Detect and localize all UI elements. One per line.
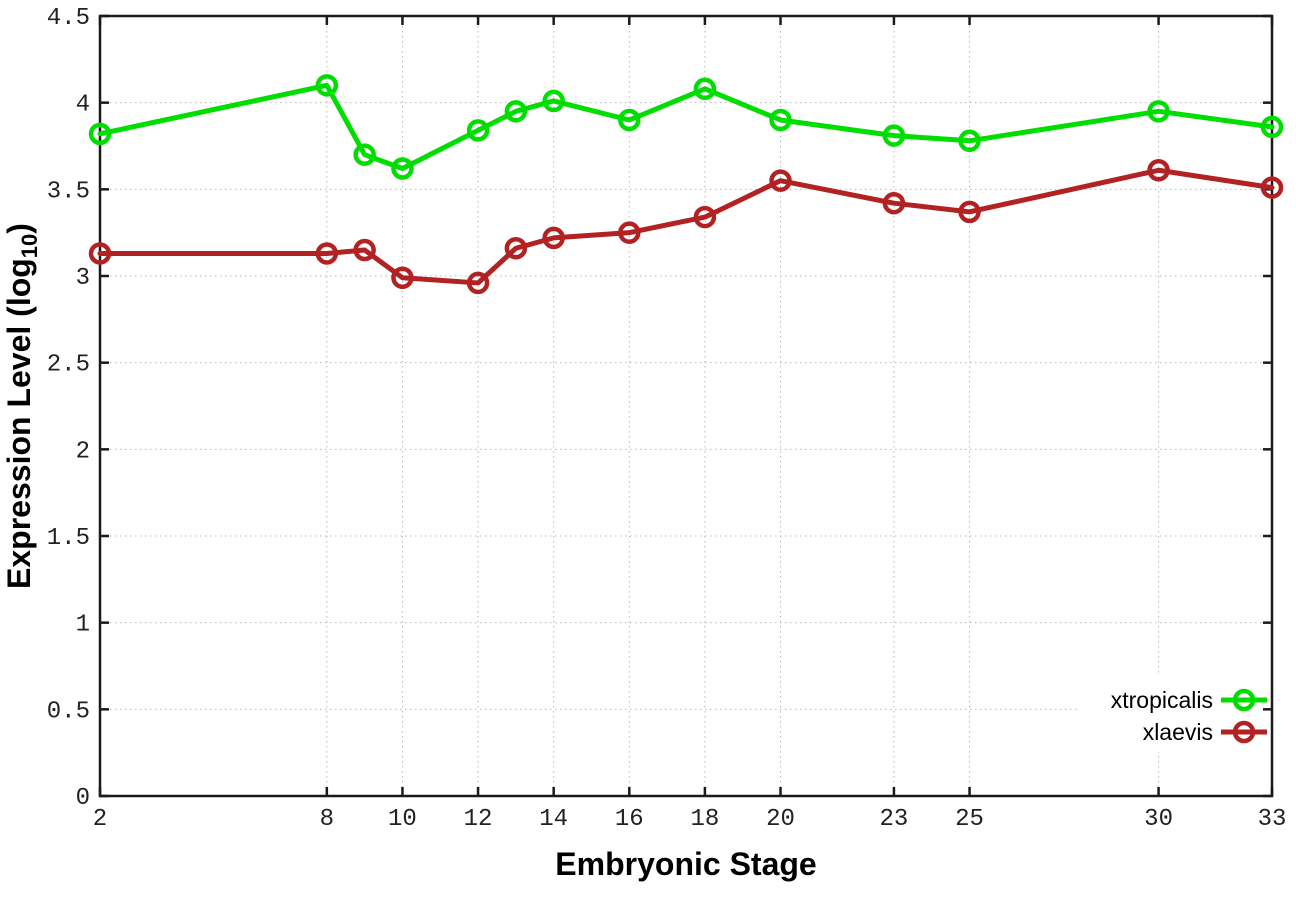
data-point-xtropicalis bbox=[353, 143, 376, 166]
y-axis-title-subscript: 10 bbox=[17, 233, 43, 259]
data-point-xtropicalis bbox=[542, 89, 565, 113]
x-tick-label: 23 bbox=[880, 806, 909, 833]
data-point-xlaevis bbox=[466, 271, 490, 295]
data-point-xtropicalis bbox=[1260, 115, 1284, 139]
tick-labels: 2 8 10 12 14 16 18 20 23 25 30 33 0 0.5 1 1.5 2 2.5 3 3.5 4 4… bbox=[47, 5, 1287, 833]
x-tick-label: 12 bbox=[464, 806, 493, 833]
data-point-xlaevis bbox=[769, 169, 792, 192]
data-point-xlaevis bbox=[618, 221, 641, 244]
x-tick-label: 16 bbox=[615, 806, 644, 833]
data-point-xlaevis bbox=[1260, 176, 1284, 199]
plot-border bbox=[98, 14, 1274, 798]
x-tick-label: 10 bbox=[388, 806, 417, 833]
data-point-xtropicalis bbox=[466, 119, 490, 142]
x-tick-label: 33 bbox=[1258, 806, 1287, 833]
y-tick-label: 1 bbox=[76, 612, 90, 639]
data-point-xlaevis bbox=[882, 191, 906, 215]
y-tick-label: 3.5 bbox=[47, 178, 90, 205]
data-point-xtropicalis bbox=[618, 108, 641, 132]
y-tick-label: 0 bbox=[76, 785, 90, 812]
x-tick-label: 30 bbox=[1144, 806, 1173, 833]
legend-sample-marker-xlaevis bbox=[1232, 720, 1256, 744]
data-point-xtropicalis bbox=[958, 129, 981, 153]
data-point-xtropicalis bbox=[315, 74, 339, 97]
x-tick-label: 25 bbox=[955, 806, 984, 833]
data-point-xtropicalis bbox=[504, 100, 528, 123]
y-tick-label: 2 bbox=[76, 438, 90, 465]
y-axis-title-close: ) bbox=[0, 223, 37, 234]
legend-label-xtropicalis: xtropicalis bbox=[1110, 687, 1213, 713]
x-tick-label: 18 bbox=[690, 806, 719, 833]
data-point-xlaevis bbox=[1147, 159, 1170, 182]
series-line-xtropicalis bbox=[97, 82, 1275, 172]
data-point-xtropicalis bbox=[769, 108, 792, 132]
data-point-xlaevis bbox=[391, 266, 414, 289]
data-point-xtropicalis bbox=[693, 77, 717, 101]
data-point-xtropicalis bbox=[88, 122, 112, 146]
y-tick-label: 2.5 bbox=[47, 352, 90, 379]
data-point-xtropicalis bbox=[882, 124, 906, 147]
tick-marks bbox=[98, 14, 1274, 798]
data-point-xlaevis bbox=[353, 238, 376, 262]
gridlines bbox=[100, 16, 1272, 796]
y-axis-title-text: Expression Level (log bbox=[0, 258, 37, 589]
legend-label-xlaevis: xlaevis bbox=[1142, 719, 1213, 745]
data-point-xlaevis bbox=[504, 237, 528, 260]
x-tick-label: 2 bbox=[93, 806, 107, 833]
legend-sample-marker-xtropicalis bbox=[1232, 688, 1256, 712]
y-tick-label: 3 bbox=[76, 265, 90, 292]
series-line-xlaevis bbox=[97, 167, 1275, 286]
x-axis-title: Embryonic Stage bbox=[555, 846, 817, 882]
data-point-xlaevis bbox=[88, 242, 112, 265]
y-tick-label: 4 bbox=[76, 92, 90, 119]
x-tick-label: 8 bbox=[320, 806, 334, 833]
data-point-xlaevis bbox=[693, 205, 717, 229]
y-tick-label: 1.5 bbox=[47, 525, 90, 552]
data-point-xlaevis bbox=[315, 242, 339, 265]
data-point-xtropicalis bbox=[1147, 100, 1170, 123]
x-tick-label: 14 bbox=[539, 806, 568, 833]
x-tick-label: 20 bbox=[766, 806, 795, 833]
data-point-xlaevis bbox=[542, 226, 565, 250]
y-tick-label: 0.5 bbox=[47, 698, 90, 725]
y-tick-label: 4.5 bbox=[47, 5, 90, 32]
data-point-xlaevis bbox=[958, 200, 981, 224]
y-axis-title: Expression Level (log10) bbox=[1, 223, 43, 589]
data-point-xtropicalis bbox=[391, 157, 414, 180]
